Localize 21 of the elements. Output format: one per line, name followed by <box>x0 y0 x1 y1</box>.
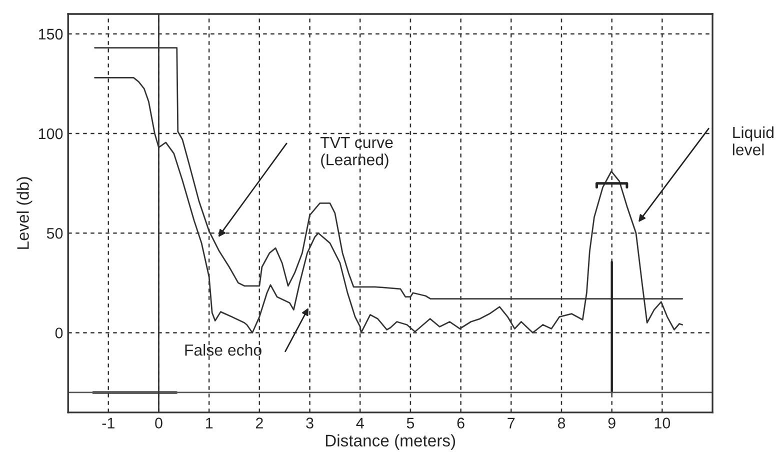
x-tick-label: 9 <box>608 418 616 428</box>
annotation: TVT curve (Learned) <box>320 136 393 168</box>
x-axis-title: Distance (meters) <box>326 434 456 450</box>
x-tick-label: 5 <box>406 418 414 428</box>
x-tick-label: 8 <box>558 418 566 428</box>
annotation: False echo <box>185 344 262 356</box>
x-tick-label: 7 <box>508 418 515 428</box>
y-tick-label: 0 <box>55 328 63 338</box>
x-tick-label: 0 <box>155 418 162 428</box>
x-tick-label: -1 <box>102 418 114 428</box>
x-tick-label: 2 <box>256 418 263 428</box>
y-tick-label: 150 <box>38 28 63 40</box>
text: Liquid level <box>732 126 774 156</box>
y-tick-label: 50 <box>46 228 63 239</box>
x-tick-label: 3 <box>306 418 314 428</box>
y-axis-title: Level (db) <box>16 177 32 249</box>
x-tick-label: 4 <box>356 418 364 428</box>
x-tick-label: 6 <box>457 418 464 428</box>
x-tick-label: 1 <box>206 418 213 428</box>
y-tick-label: 100 <box>38 128 63 140</box>
x-tick-label: 10 <box>654 418 670 428</box>
